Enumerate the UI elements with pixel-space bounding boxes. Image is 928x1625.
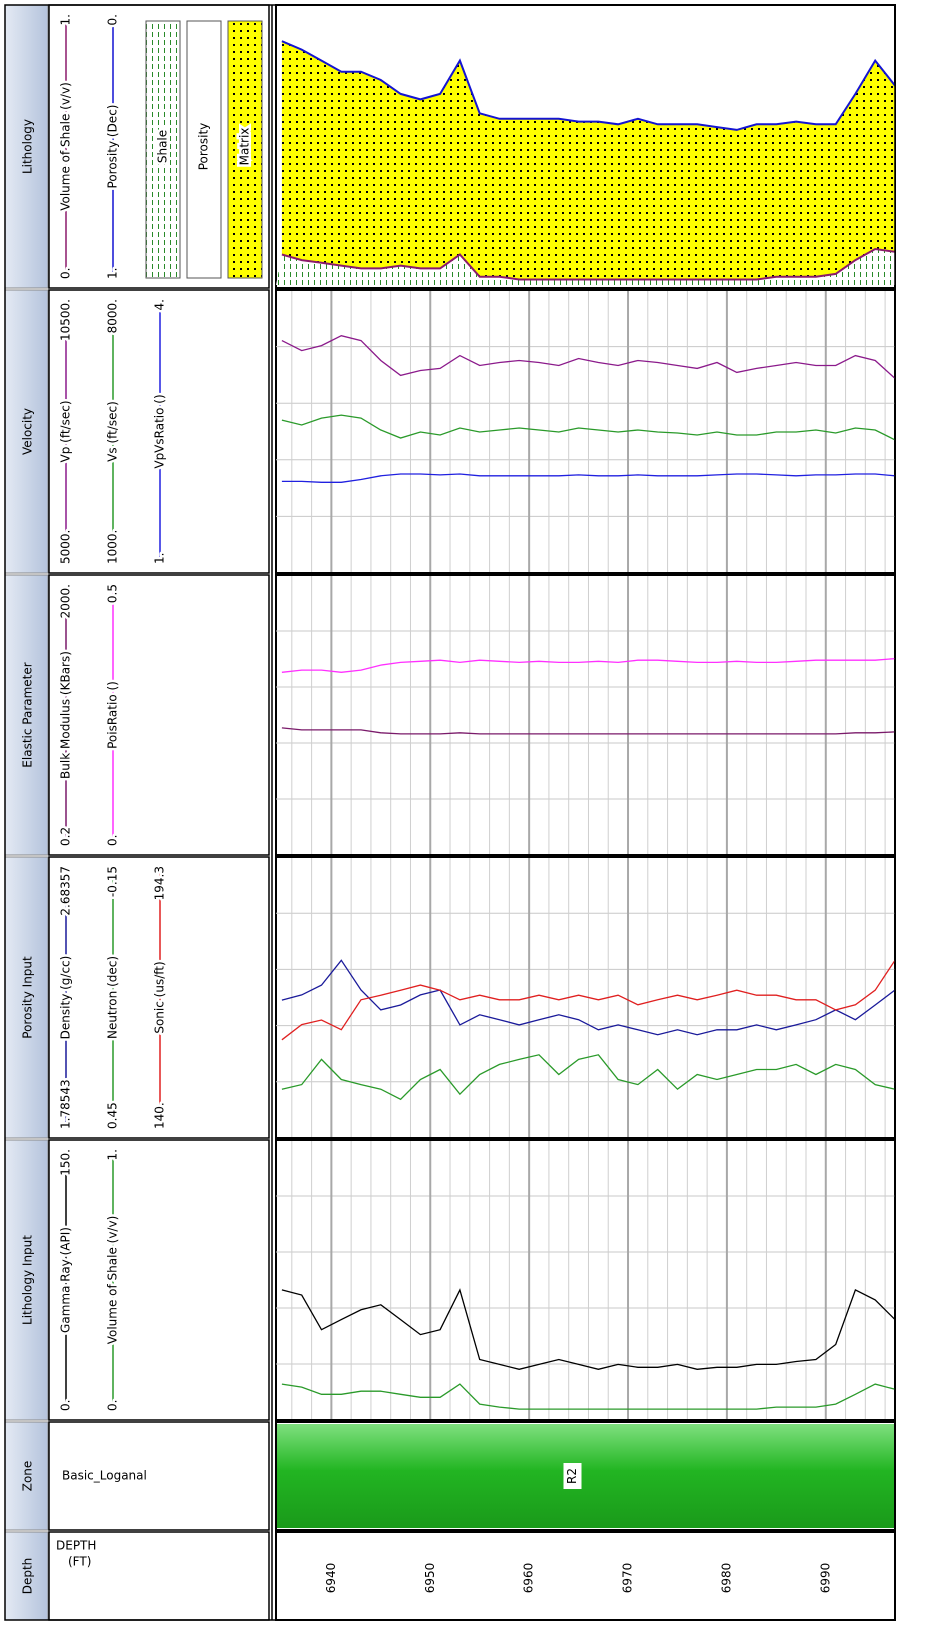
scale-min: 0.45	[106, 1102, 120, 1129]
legend-label: PoisRatio ()	[106, 681, 120, 749]
track-title: Elastic Parameter	[21, 662, 35, 767]
scale-min: 1.78543	[59, 1079, 73, 1129]
track-title: Lithology	[21, 119, 35, 174]
log-curve	[281, 657, 896, 673]
matrix-fill	[281, 41, 895, 280]
fill-label: Porosity	[197, 123, 211, 171]
scale-max: 0.	[106, 14, 120, 25]
fill-swatch	[227, 20, 263, 279]
scale-max: 4.	[153, 299, 167, 310]
scale-max: 0.5	[106, 584, 120, 603]
scale-min: 1000.	[106, 530, 120, 564]
track-plot	[275, 856, 896, 1139]
track-plot	[275, 1139, 896, 1421]
log-curve	[281, 727, 896, 735]
scale-min: 5000.	[59, 530, 73, 564]
scale-min: 0.	[59, 1400, 73, 1411]
zone-label-box	[563, 1463, 582, 1489]
log-curve	[281, 959, 896, 1036]
track-header	[48, 1139, 270, 1421]
track-title-strip	[4, 1139, 49, 1421]
depth-label: 6970	[621, 1563, 635, 1594]
zone-band	[277, 1424, 894, 1528]
legend-label: Density (g/cc)	[59, 956, 73, 1040]
legend-label: Volume of Shale (v/v)	[59, 82, 73, 211]
scale-max: 150.	[59, 1149, 73, 1176]
legend-label: Porosity (Dec)	[106, 105, 120, 189]
depth-header: (FT)	[68, 1555, 91, 1569]
legend-label: Vs (ft/sec)	[106, 401, 120, 462]
legend-label: Neutron (dec)	[106, 956, 120, 1039]
track-title-strip	[4, 4, 49, 289]
log-curve	[281, 959, 896, 1041]
log-curve	[281, 473, 896, 483]
fill-label: Shale	[156, 130, 170, 163]
fill-swatch	[186, 20, 222, 279]
legend-label: Gamma Ray (API)	[59, 1227, 73, 1333]
scale-min: 0.	[59, 268, 73, 279]
track-title: Velocity	[21, 408, 35, 455]
log-curve	[281, 414, 896, 441]
track-header	[48, 289, 270, 574]
legend-label: Volume of Shale (v/v)	[106, 1216, 120, 1345]
scale-max: -0.15	[106, 866, 120, 897]
zone-header: Basic_Loganal	[62, 1469, 147, 1483]
track-header	[48, 1531, 270, 1621]
depth-label: 6950	[423, 1563, 437, 1594]
track-header	[48, 574, 270, 856]
track-header	[48, 1421, 270, 1531]
log-curve	[281, 247, 896, 281]
fill-swatch	[145, 20, 181, 279]
track-header	[48, 856, 270, 1139]
scale-min: 1.	[153, 553, 167, 564]
track-plot	[275, 574, 896, 856]
scale-min: 140.	[153, 1102, 167, 1129]
scale-max: 8000.	[106, 299, 120, 333]
depth-label: 6940	[324, 1563, 338, 1594]
track-plot	[275, 1531, 896, 1621]
track-title-strip	[4, 574, 49, 856]
depth-label: 6980	[719, 1563, 733, 1594]
log-curve	[281, 1054, 896, 1101]
scale-max: 1.	[59, 14, 73, 25]
depth-header: DEPTH	[56, 1539, 96, 1553]
track-title: Porosity Input	[21, 956, 35, 1039]
legend-label: Sonic (us/ft)	[153, 961, 167, 1033]
zone-label: R2	[565, 1468, 579, 1484]
fill-label: Matrix	[238, 128, 252, 166]
scale-max: 1.	[106, 1149, 120, 1160]
scale-max: 2000.	[59, 584, 73, 618]
track-title: Lithology Input	[21, 1235, 35, 1325]
legend-label: Vp (ft/sec)	[59, 401, 73, 463]
outer-frame	[4, 4, 896, 1621]
scale-max: 194.3	[153, 866, 167, 900]
track-title-strip	[4, 1421, 49, 1531]
legend-label: Bulk Modulus (KBars)	[59, 651, 73, 779]
scale-min: 0.2	[59, 827, 73, 846]
track-title: Depth	[21, 1558, 35, 1595]
log-curve	[281, 1383, 896, 1410]
legend-label: VpVsRatio ()	[153, 394, 167, 468]
log-curve	[281, 335, 896, 379]
depth-label: 6990	[818, 1563, 832, 1594]
log-curve	[281, 1288, 896, 1370]
scale-min: 1.	[106, 268, 120, 279]
scale-min: 0.	[106, 1400, 120, 1411]
scale-max: 2.68357	[59, 866, 73, 916]
scale-max: 10500.	[59, 299, 73, 341]
log-curve	[281, 40, 896, 131]
depth-label: 6960	[522, 1563, 536, 1594]
shale-fill	[276, 249, 895, 285]
track-title: Zone	[21, 1461, 35, 1492]
scale-min: 0.	[106, 835, 120, 846]
